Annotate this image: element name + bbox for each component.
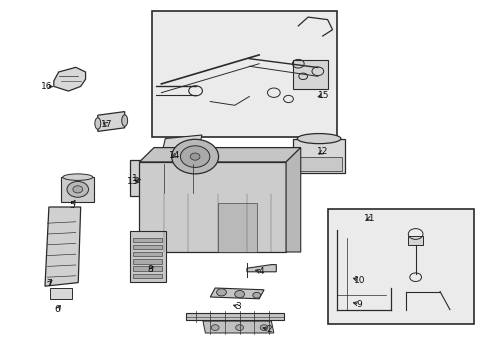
Circle shape (190, 153, 200, 160)
Circle shape (211, 325, 219, 330)
Bar (133, 259, 162, 264)
Polygon shape (160, 135, 202, 160)
Circle shape (216, 289, 226, 296)
Circle shape (171, 139, 218, 174)
Ellipse shape (95, 118, 101, 129)
Bar (327, 209, 473, 324)
Bar (61, 177, 94, 202)
Circle shape (260, 325, 267, 330)
Bar (129, 160, 239, 196)
Circle shape (235, 325, 243, 330)
Bar (133, 245, 162, 249)
Polygon shape (45, 207, 81, 286)
Circle shape (67, 181, 88, 197)
Polygon shape (203, 321, 273, 333)
Text: 8: 8 (147, 266, 153, 274)
Text: 13: 13 (127, 177, 139, 186)
Text: 7: 7 (46, 279, 52, 288)
Circle shape (252, 292, 260, 298)
Ellipse shape (297, 134, 340, 144)
Text: 5: 5 (69, 201, 75, 210)
Text: 10: 10 (353, 276, 365, 284)
Circle shape (234, 291, 244, 298)
Bar (295, 157, 342, 171)
Circle shape (73, 186, 82, 193)
Bar (293, 139, 344, 173)
Circle shape (180, 146, 209, 167)
Text: 16: 16 (41, 82, 52, 91)
Bar (217, 202, 256, 252)
Text: 9: 9 (356, 300, 362, 309)
Polygon shape (210, 288, 264, 299)
Text: 2: 2 (265, 325, 271, 334)
Text: 15: 15 (317, 91, 329, 100)
Polygon shape (185, 313, 283, 320)
Polygon shape (50, 288, 72, 299)
Bar (133, 238, 162, 242)
Bar (133, 266, 162, 271)
Ellipse shape (62, 174, 93, 180)
Polygon shape (98, 112, 124, 131)
Bar (407, 236, 422, 245)
Bar (168, 169, 188, 187)
Text: 12: 12 (316, 148, 328, 156)
Bar (129, 231, 166, 282)
Text: 3: 3 (235, 302, 241, 311)
Polygon shape (246, 265, 276, 272)
Text: 14: 14 (169, 151, 181, 160)
Polygon shape (54, 67, 85, 91)
Text: 6: 6 (55, 305, 61, 314)
Text: 17: 17 (101, 120, 112, 129)
Text: 1: 1 (131, 174, 137, 183)
Text: 11: 11 (364, 214, 375, 223)
Bar (133, 274, 162, 278)
Ellipse shape (122, 115, 127, 126)
Polygon shape (285, 148, 300, 252)
Bar (293, 60, 327, 89)
Bar (151, 11, 337, 137)
Text: 4: 4 (258, 267, 264, 276)
Bar (133, 252, 162, 256)
Bar (139, 162, 285, 252)
Polygon shape (139, 148, 300, 162)
